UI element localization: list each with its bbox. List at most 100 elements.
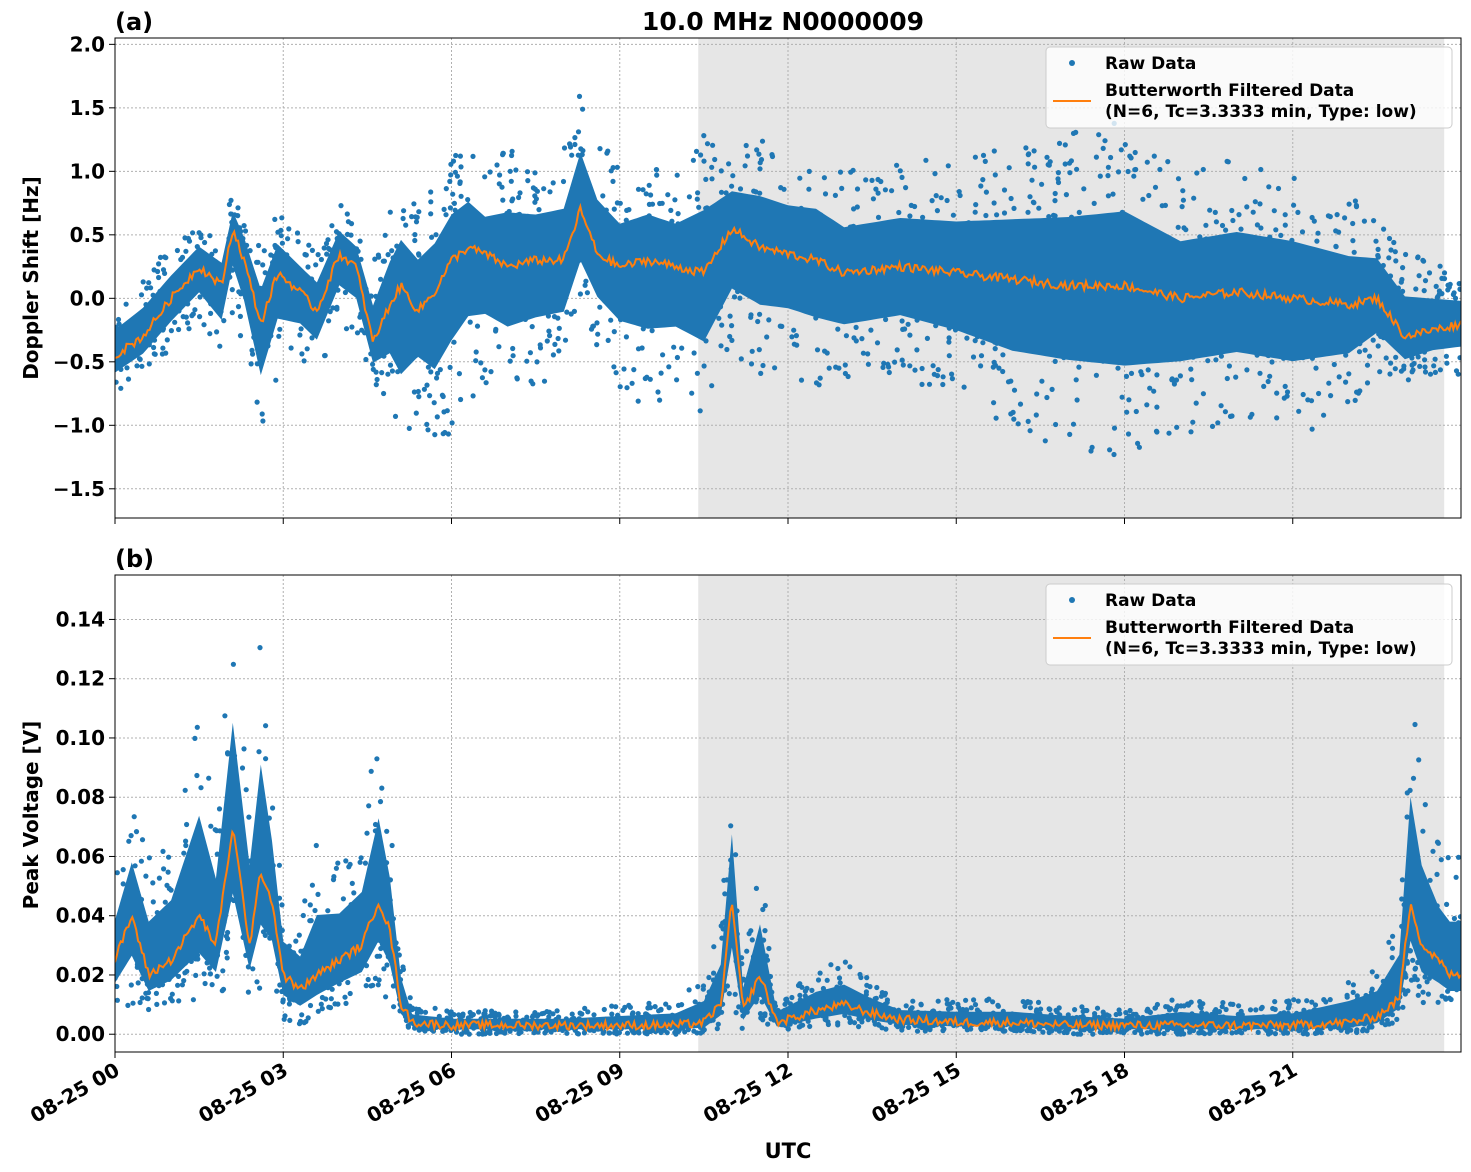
- raw-data-point: [1250, 209, 1256, 215]
- raw-data-point: [1025, 161, 1031, 167]
- raw-data-point: [1040, 1029, 1046, 1035]
- raw-data-point: [280, 997, 286, 1003]
- raw-data-point: [1166, 430, 1172, 436]
- raw-data-point: [1000, 352, 1006, 358]
- raw-data-point: [184, 821, 190, 828]
- raw-data-point: [524, 1014, 530, 1020]
- raw-data-point: [131, 814, 137, 820]
- raw-data-point: [934, 208, 941, 214]
- raw-data-point: [1402, 991, 1408, 997]
- raw-data-point: [1172, 1007, 1179, 1013]
- raw-data-point: [912, 367, 918, 373]
- raw-data-point: [451, 339, 457, 345]
- raw-data-point: [128, 982, 134, 988]
- raw-data-point: [1244, 204, 1250, 210]
- raw-data-point: [798, 377, 805, 383]
- raw-data-point: [1056, 140, 1063, 146]
- raw-data-point: [409, 214, 415, 220]
- raw-data-point: [1416, 983, 1422, 989]
- raw-data-point: [1308, 398, 1315, 404]
- raw-data-point: [385, 252, 391, 258]
- raw-data-point: [1113, 1011, 1119, 1018]
- raw-data-point: [194, 772, 200, 779]
- raw-data-point: [1213, 357, 1219, 363]
- raw-data-point: [335, 1001, 341, 1007]
- raw-data-point: [148, 285, 154, 291]
- raw-data-point: [1253, 1007, 1259, 1013]
- raw-data-point: [1163, 1004, 1169, 1010]
- raw-data-point: [623, 334, 630, 340]
- raw-data-point: [1393, 354, 1399, 360]
- raw-data-point: [646, 1000, 652, 1007]
- raw-data-point: [968, 1005, 974, 1011]
- raw-data-point: [391, 1004, 397, 1010]
- raw-data-point: [500, 197, 506, 203]
- raw-data-point: [381, 390, 387, 397]
- raw-data-point: [835, 326, 841, 332]
- raw-data-point: [168, 328, 174, 334]
- raw-data-point: [1230, 217, 1236, 224]
- raw-data-point: [212, 827, 218, 833]
- raw-data-point: [1244, 367, 1250, 373]
- raw-data-point: [955, 1001, 961, 1007]
- raw-data-point: [562, 337, 569, 343]
- raw-data-point: [413, 410, 419, 416]
- raw-data-point: [698, 152, 704, 158]
- raw-data-point: [309, 882, 315, 888]
- raw-data-point: [894, 347, 900, 353]
- raw-data-point: [946, 339, 952, 345]
- raw-data-point: [760, 906, 766, 913]
- raw-data-point: [1002, 1028, 1008, 1034]
- raw-data-point: [1017, 401, 1024, 407]
- raw-data-point: [701, 158, 707, 164]
- raw-data-point: [169, 991, 175, 997]
- raw-data-point: [1415, 354, 1421, 360]
- raw-data-point: [1370, 337, 1376, 343]
- raw-data-point: [978, 1027, 985, 1033]
- raw-data-point: [329, 986, 335, 992]
- raw-data-point: [600, 193, 606, 199]
- raw-data-point: [1127, 1007, 1133, 1014]
- raw-data-point: [991, 400, 997, 406]
- raw-data-point: [1354, 993, 1360, 999]
- raw-data-point: [300, 912, 306, 919]
- raw-data-point: [674, 354, 681, 361]
- raw-data-point: [212, 248, 218, 254]
- raw-data-point: [1205, 358, 1211, 364]
- raw-data-point: [134, 363, 140, 369]
- raw-data-point: [1373, 238, 1379, 244]
- raw-data-point: [145, 996, 151, 1002]
- raw-data-point: [424, 421, 430, 427]
- raw-data-point: [1278, 232, 1284, 238]
- raw-data-point: [711, 970, 717, 976]
- raw-data-point: [382, 232, 388, 238]
- raw-data-point: [1352, 397, 1358, 403]
- raw-data-point: [228, 197, 234, 203]
- raw-data-point: [885, 361, 891, 367]
- raw-data-point: [421, 386, 427, 392]
- raw-data-point: [163, 255, 169, 261]
- raw-data-point: [1389, 1020, 1395, 1026]
- raw-data-point: [875, 190, 881, 196]
- raw-data-point: [1126, 1013, 1132, 1019]
- raw-data-point: [202, 980, 208, 987]
- raw-data-point: [309, 247, 315, 253]
- raw-data-point: [1309, 426, 1315, 432]
- raw-data-point: [561, 145, 568, 151]
- raw-data-point: [1304, 1031, 1310, 1037]
- raw-data-point: [1027, 1005, 1033, 1011]
- raw-data-point: [572, 141, 578, 148]
- raw-data-point: [473, 349, 479, 355]
- raw-data-point: [1441, 270, 1448, 276]
- raw-data-point: [1422, 278, 1429, 284]
- raw-data-point: [139, 995, 145, 1001]
- raw-data-point: [760, 362, 766, 369]
- raw-data-point: [428, 211, 434, 217]
- raw-data-point: [197, 294, 203, 300]
- raw-data-point: [972, 1002, 979, 1008]
- raw-data-point: [791, 327, 797, 333]
- raw-data-point: [945, 163, 951, 169]
- raw-data-point: [1314, 1030, 1320, 1036]
- raw-data-point: [236, 289, 242, 295]
- raw-data-point: [1107, 447, 1113, 453]
